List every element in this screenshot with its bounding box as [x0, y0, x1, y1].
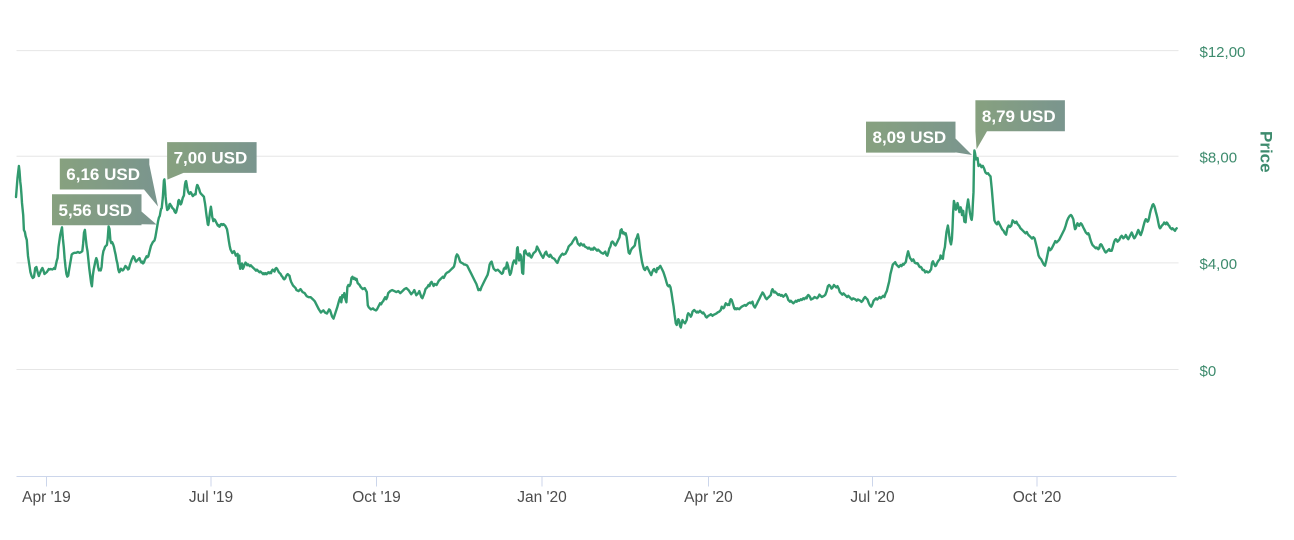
svg-text:Jan '20: Jan '20	[517, 489, 567, 506]
svg-text:6,16 USD: 6,16 USD	[66, 165, 140, 184]
svg-text:8,09 USD: 8,09 USD	[873, 128, 947, 147]
svg-text:$0: $0	[1200, 363, 1217, 380]
svg-text:Oct '20: Oct '20	[1013, 489, 1062, 506]
svg-text:Price: Price	[1257, 131, 1276, 173]
svg-text:8,79 USD: 8,79 USD	[982, 107, 1056, 126]
svg-text:$12,00: $12,00	[1200, 44, 1246, 61]
svg-text:$4,00: $4,00	[1200, 256, 1238, 273]
svg-text:Apr '19: Apr '19	[22, 489, 71, 506]
svg-text:Jul '19: Jul '19	[189, 489, 233, 506]
svg-text:Jul '20: Jul '20	[850, 489, 895, 506]
svg-text:5,56 USD: 5,56 USD	[59, 201, 133, 220]
svg-text:7,00 USD: 7,00 USD	[174, 149, 248, 168]
svg-text:Oct '19: Oct '19	[352, 489, 401, 506]
svg-text:$8,00: $8,00	[1200, 150, 1238, 167]
svg-text:Apr '20: Apr '20	[684, 489, 733, 506]
